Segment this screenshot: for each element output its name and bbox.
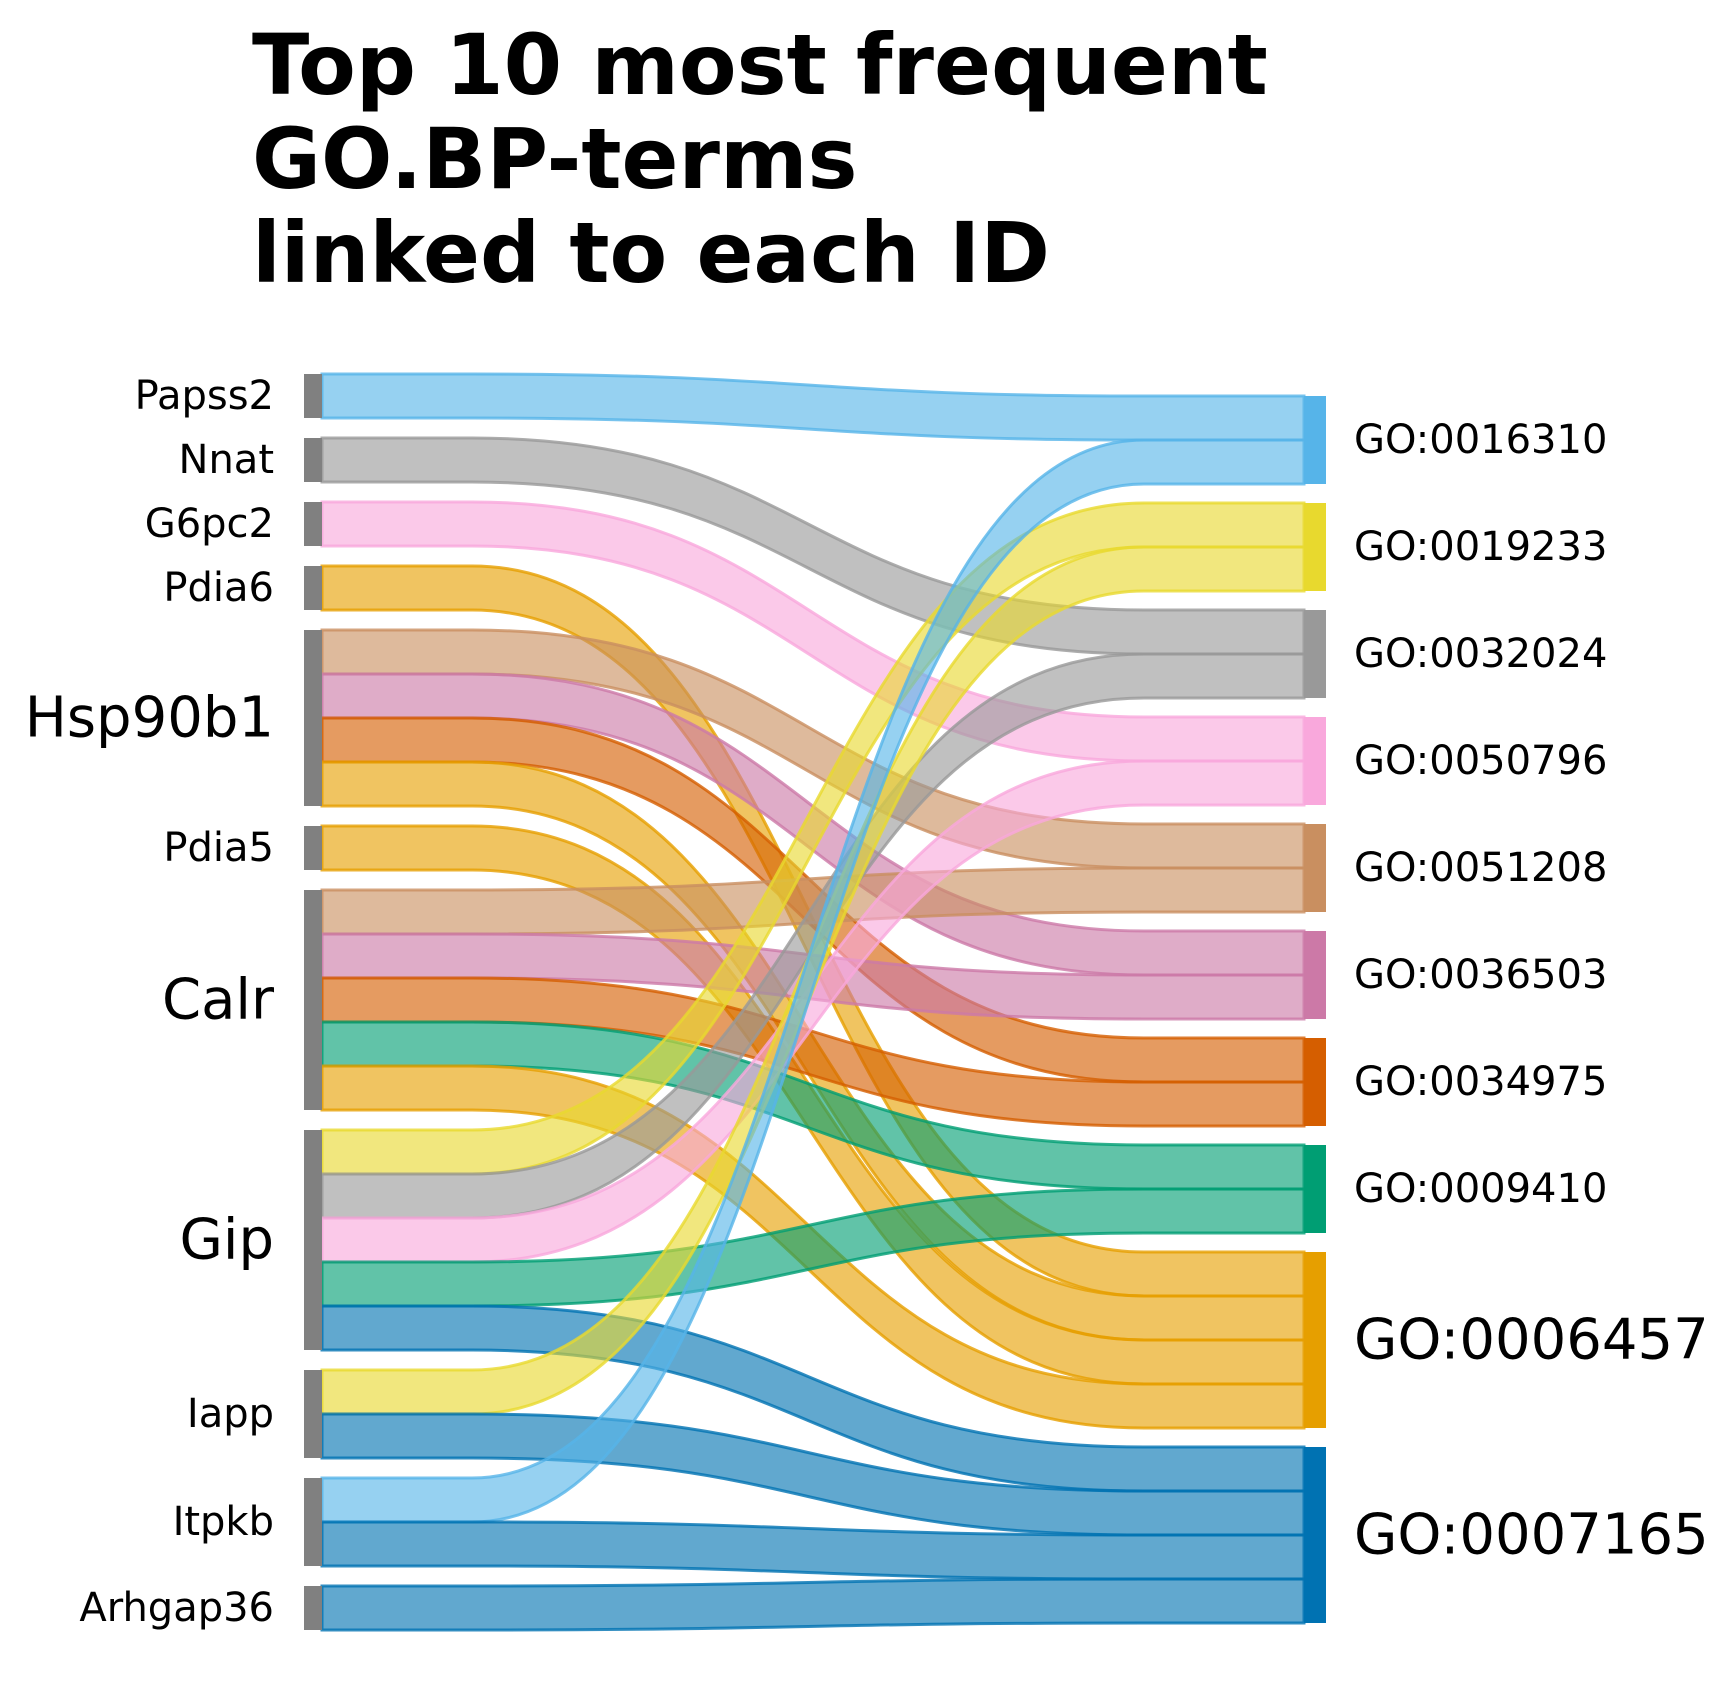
target-node-go-0051208 bbox=[1304, 824, 1326, 912]
target-label-go-0032024: GO:0032024 bbox=[1354, 631, 1607, 677]
target-label-go-0036503: GO:0036503 bbox=[1354, 952, 1607, 998]
link-papss2-go-0016310 bbox=[320, 372, 1306, 442]
source-node-calr bbox=[304, 890, 322, 1110]
target-node-go-0006457 bbox=[1304, 1252, 1326, 1428]
source-node-arhgap36 bbox=[304, 1586, 322, 1630]
labels-layer: Papss2 Nnat G6pc2 Pdia6 Hsp90b1 Pdia5 Calr Gip I… bbox=[25, 373, 1709, 1631]
source-node-g6pc2 bbox=[304, 502, 322, 546]
source-label-calr: Calr bbox=[162, 968, 275, 1033]
target-label-go-0016310: GO:0016310 bbox=[1354, 417, 1607, 463]
link-arhgap36-go-0007165 bbox=[320, 1577, 1306, 1632]
target-label-go-0019233: GO:0019233 bbox=[1354, 524, 1607, 570]
source-node-gip bbox=[304, 1130, 322, 1350]
target-node-go-0007165 bbox=[1304, 1447, 1326, 1623]
target-label-go-0050796: GO:0050796 bbox=[1354, 738, 1607, 784]
source-label-iapp: Iapp bbox=[187, 1391, 274, 1437]
target-label-go-0051208: GO:0051208 bbox=[1354, 845, 1607, 891]
source-label-hsp90b1: Hsp90b1 bbox=[25, 686, 274, 751]
title-line-2: GO.BP-terms bbox=[252, 110, 858, 208]
source-node-pdia6 bbox=[304, 566, 322, 610]
source-label-nnat: Nnat bbox=[179, 437, 274, 483]
source-node-hsp90b1 bbox=[304, 630, 322, 806]
source-node-iapp bbox=[304, 1370, 322, 1458]
target-label-go-0007165: GO:0007165 bbox=[1354, 1503, 1709, 1568]
source-node-itpkb bbox=[304, 1478, 322, 1566]
target-node-go-0019233 bbox=[1304, 503, 1326, 591]
source-label-pdia5: Pdia5 bbox=[163, 825, 274, 871]
source-label-itpkb: Itpkb bbox=[173, 1499, 274, 1545]
source-node-pdia5 bbox=[304, 826, 322, 870]
source-node-papss2 bbox=[304, 374, 322, 418]
title-line-3: linked to each ID bbox=[252, 204, 1050, 302]
source-node-nnat bbox=[304, 438, 322, 482]
target-node-go-0016310 bbox=[1304, 396, 1326, 484]
links-layer bbox=[320, 372, 1306, 1632]
source-label-gip: Gip bbox=[180, 1208, 275, 1273]
source-label-g6pc2: G6pc2 bbox=[145, 501, 274, 547]
title-line-1: Top 10 most frequent bbox=[252, 16, 1268, 114]
target-node-go-0036503 bbox=[1304, 931, 1326, 1019]
target-label-go-0006457: GO:0006457 bbox=[1354, 1308, 1709, 1373]
source-label-papss2: Papss2 bbox=[135, 373, 274, 419]
source-label-pdia6: Pdia6 bbox=[163, 565, 274, 611]
target-node-go-0034975 bbox=[1304, 1038, 1326, 1126]
target-node-go-0032024 bbox=[1304, 610, 1326, 698]
target-node-go-0009410 bbox=[1304, 1145, 1326, 1233]
nodes-layer bbox=[304, 374, 1326, 1630]
target-node-go-0050796 bbox=[1304, 717, 1326, 805]
target-label-go-0034975: GO:0034975 bbox=[1354, 1059, 1607, 1105]
diagram-title: Top 10 most frequent GO.BP-terms linked … bbox=[252, 18, 1268, 300]
source-label-arhgap36: Arhgap36 bbox=[79, 1585, 274, 1631]
target-label-go-0009410: GO:0009410 bbox=[1354, 1166, 1607, 1212]
